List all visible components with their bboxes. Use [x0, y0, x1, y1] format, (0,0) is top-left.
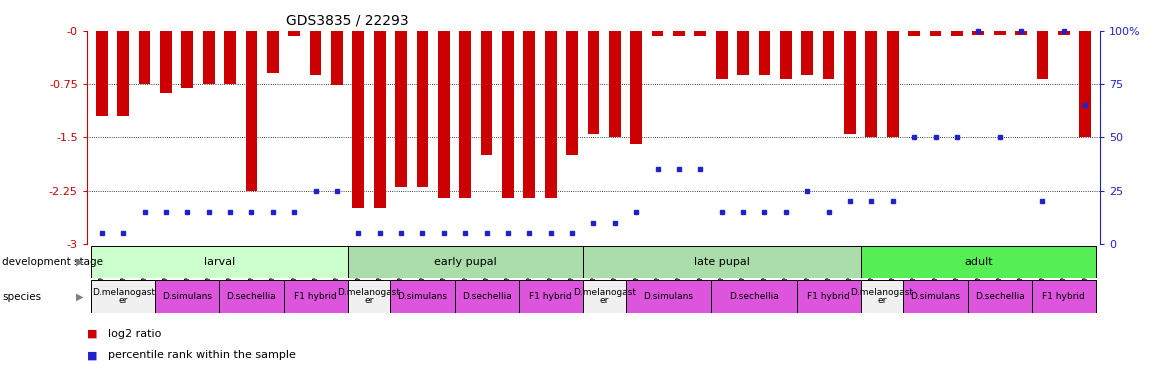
Text: GDS3835 / 22293: GDS3835 / 22293 [286, 13, 409, 27]
Bar [374, 31, 386, 208]
Text: ■: ■ [87, 350, 97, 360]
Text: F1 hybrid: F1 hybrid [1042, 292, 1085, 301]
Bar [903, 280, 968, 313]
Text: D.simulans: D.simulans [644, 292, 694, 301]
Bar [519, 280, 582, 313]
Text: D.melanogast
er: D.melanogast er [91, 288, 155, 305]
Bar [347, 246, 582, 278]
Text: larval: larval [204, 257, 235, 267]
Bar [455, 280, 519, 313]
Bar [860, 246, 1095, 278]
Text: D.sechellia: D.sechellia [462, 292, 512, 301]
Text: D.melanogast
er: D.melanogast er [851, 288, 914, 305]
Bar [968, 280, 1032, 313]
Text: D.melanogast
er: D.melanogast er [573, 288, 636, 305]
Bar [973, 31, 984, 35]
Text: ▶: ▶ [76, 291, 83, 302]
Bar [758, 31, 770, 75]
Bar [390, 280, 455, 313]
Bar [160, 31, 171, 93]
Bar [780, 31, 792, 79]
Bar [139, 31, 151, 84]
Bar [609, 31, 621, 137]
Bar [331, 31, 343, 85]
Bar [155, 280, 219, 313]
Text: D.simulans: D.simulans [397, 292, 447, 301]
Bar [652, 31, 664, 36]
Bar [1058, 31, 1070, 35]
Bar [582, 246, 860, 278]
Bar [117, 31, 129, 116]
Text: ■: ■ [87, 329, 97, 339]
Text: F1 hybrid: F1 hybrid [807, 292, 850, 301]
Bar [395, 31, 406, 187]
Bar [347, 280, 390, 313]
Text: D.melanogast
er: D.melanogast er [337, 288, 401, 305]
Bar [865, 31, 878, 137]
Bar [625, 280, 711, 313]
Text: F1 hybrid: F1 hybrid [294, 292, 337, 301]
Bar [288, 31, 300, 36]
Text: log2 ratio: log2 ratio [108, 329, 161, 339]
Bar [309, 31, 322, 75]
Bar [738, 31, 749, 75]
Bar [951, 31, 962, 36]
Bar [797, 280, 860, 313]
Bar [582, 280, 625, 313]
Bar [460, 31, 471, 198]
Text: D.sechellia: D.sechellia [975, 292, 1025, 301]
Bar [994, 31, 1005, 35]
Bar [545, 31, 557, 198]
Text: early pupal: early pupal [434, 257, 497, 267]
Bar [91, 280, 155, 313]
Bar [1016, 31, 1027, 35]
Text: ▶: ▶ [76, 257, 83, 267]
Bar [630, 31, 642, 144]
Bar [673, 31, 684, 36]
Text: D.sechellia: D.sechellia [728, 292, 778, 301]
Bar [352, 31, 365, 208]
Bar [182, 31, 193, 88]
Bar [566, 31, 578, 155]
Bar [930, 31, 941, 36]
Bar [91, 246, 347, 278]
Bar [503, 31, 514, 198]
Bar [908, 31, 919, 36]
Bar [203, 31, 214, 84]
Text: F1 hybrid: F1 hybrid [529, 292, 572, 301]
Bar [284, 280, 347, 313]
Bar [860, 280, 903, 313]
Bar [801, 31, 813, 75]
Bar [716, 31, 727, 79]
Bar [711, 280, 797, 313]
Text: late pupal: late pupal [694, 257, 749, 267]
Text: development stage: development stage [2, 257, 103, 267]
Bar [1079, 31, 1091, 137]
Text: species: species [2, 291, 42, 302]
Bar [1032, 280, 1095, 313]
Text: adult: adult [963, 257, 992, 267]
Bar [695, 31, 706, 36]
Bar [822, 31, 835, 79]
Bar [219, 280, 284, 313]
Bar [267, 31, 279, 73]
Bar [417, 31, 428, 187]
Bar [481, 31, 492, 155]
Bar [96, 31, 108, 116]
Bar [1036, 31, 1048, 79]
Bar [887, 31, 899, 137]
Text: D.sechellia: D.sechellia [227, 292, 277, 301]
Text: D.simulans: D.simulans [910, 292, 960, 301]
Bar [225, 31, 236, 84]
Text: D.simulans: D.simulans [162, 292, 212, 301]
Bar [245, 31, 257, 190]
Bar [438, 31, 449, 198]
Bar [587, 31, 600, 134]
Bar [844, 31, 856, 134]
Text: percentile rank within the sample: percentile rank within the sample [108, 350, 295, 360]
Bar [523, 31, 535, 198]
